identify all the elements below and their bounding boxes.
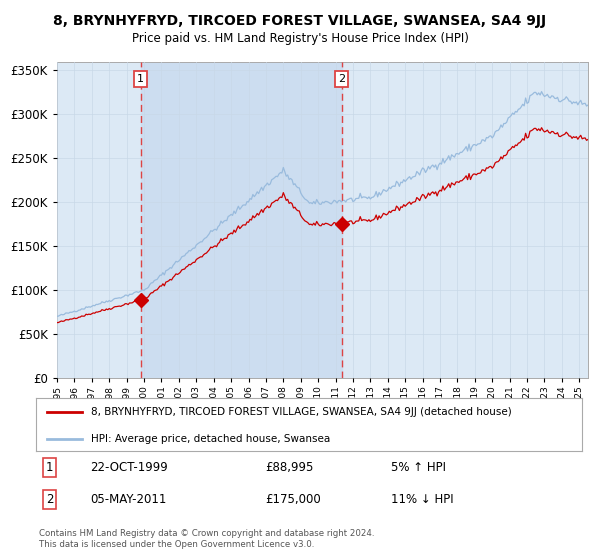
- Text: 1: 1: [137, 74, 144, 84]
- Text: 1: 1: [46, 461, 53, 474]
- Text: 2: 2: [46, 493, 53, 506]
- Text: 5% ↑ HPI: 5% ↑ HPI: [391, 461, 446, 474]
- Text: 8, BRYNHYFRYD, TIRCOED FOREST VILLAGE, SWANSEA, SA4 9JJ: 8, BRYNHYFRYD, TIRCOED FOREST VILLAGE, S…: [53, 14, 547, 28]
- Text: 8, BRYNHYFRYD, TIRCOED FOREST VILLAGE, SWANSEA, SA4 9JJ (detached house): 8, BRYNHYFRYD, TIRCOED FOREST VILLAGE, S…: [91, 408, 511, 418]
- Text: 11% ↓ HPI: 11% ↓ HPI: [391, 493, 454, 506]
- Text: 22-OCT-1999: 22-OCT-1999: [91, 461, 169, 474]
- Text: HPI: Average price, detached house, Swansea: HPI: Average price, detached house, Swan…: [91, 434, 330, 444]
- Text: 05-MAY-2011: 05-MAY-2011: [91, 493, 167, 506]
- Bar: [141, 62, 341, 378]
- Text: Price paid vs. HM Land Registry's House Price Index (HPI): Price paid vs. HM Land Registry's House …: [131, 32, 469, 45]
- Text: Contains HM Land Registry data © Crown copyright and database right 2024.
This d: Contains HM Land Registry data © Crown c…: [39, 529, 374, 549]
- Text: £88,995: £88,995: [265, 461, 314, 474]
- Text: £175,000: £175,000: [265, 493, 321, 506]
- Text: 2: 2: [338, 74, 345, 84]
